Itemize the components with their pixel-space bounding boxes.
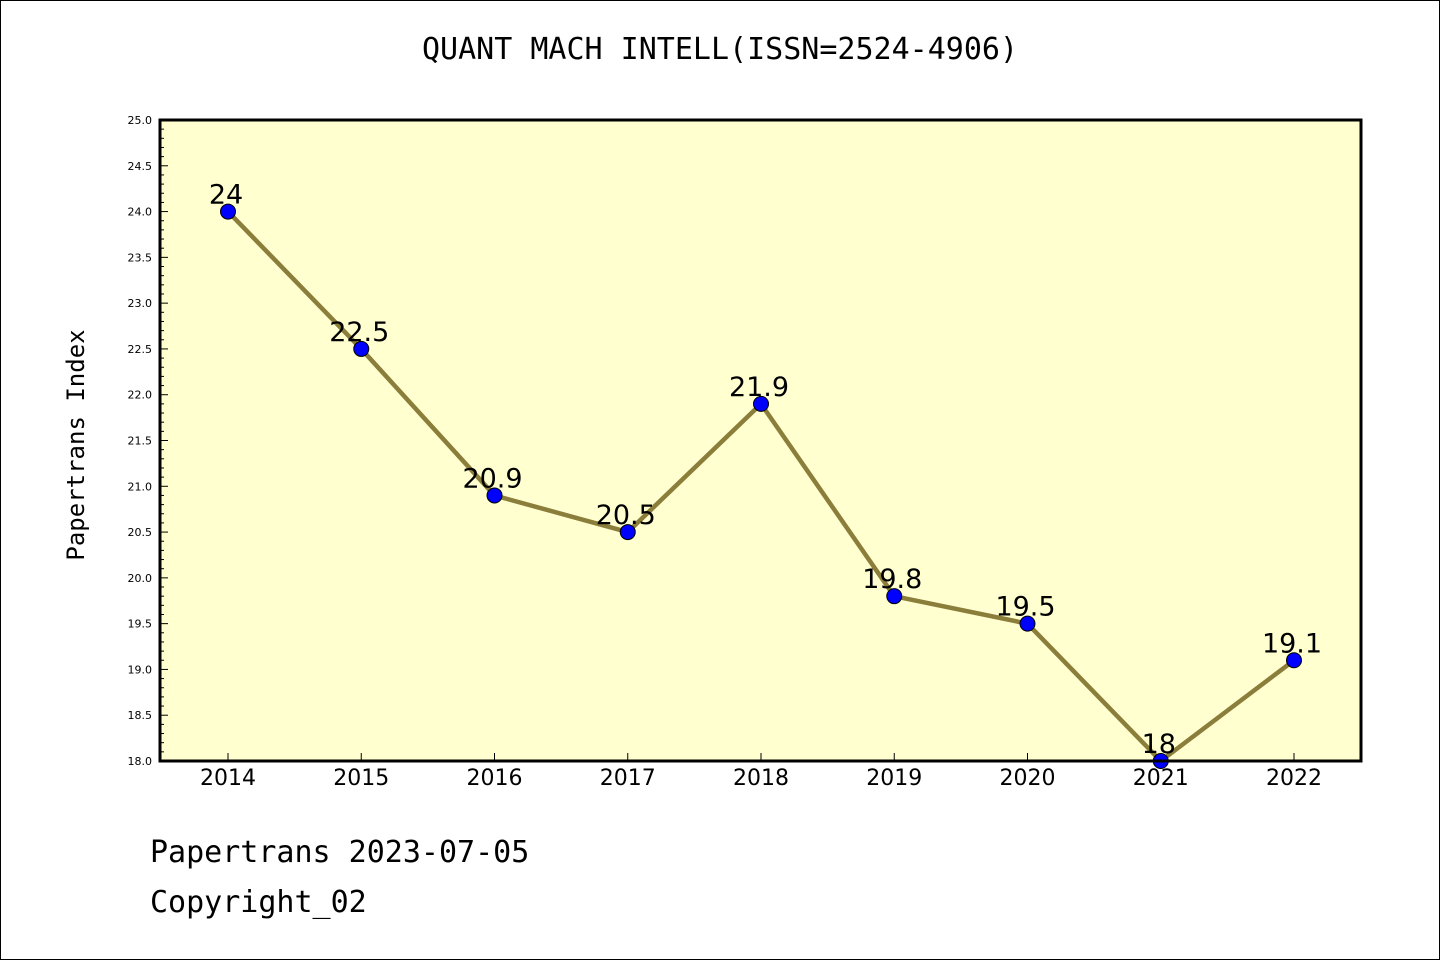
y-tick-label: 22.5 bbox=[128, 343, 153, 356]
data-label: 20.5 bbox=[596, 500, 656, 531]
data-label: 22.5 bbox=[329, 317, 389, 348]
y-tick-label: 24.5 bbox=[128, 160, 153, 173]
y-tick-label: 19.5 bbox=[128, 618, 153, 631]
x-tick-label: 2014 bbox=[200, 766, 256, 791]
y-tick-label: 21.0 bbox=[128, 480, 153, 493]
y-tick-label: 22.0 bbox=[128, 389, 153, 402]
data-label: 24 bbox=[209, 180, 243, 211]
data-label: 19.5 bbox=[995, 592, 1055, 623]
x-tick-label: 2022 bbox=[1266, 766, 1322, 791]
x-tick-label: 2016 bbox=[467, 766, 523, 791]
chart-title: QUANT MACH INTELL(ISSN=2524-4906) bbox=[421, 32, 1019, 67]
data-point bbox=[1286, 652, 1302, 669]
x-tick-label: 2020 bbox=[1000, 766, 1056, 791]
data-label: 19.1 bbox=[1262, 628, 1322, 659]
y-tick-label: 23.5 bbox=[128, 251, 153, 264]
plot-border bbox=[158, 118, 1363, 763]
data-label: 18 bbox=[1142, 729, 1176, 760]
data-point bbox=[353, 340, 370, 357]
y-tick-label: 24.0 bbox=[128, 206, 153, 219]
footer-copyright: Copyright_02 bbox=[150, 885, 367, 920]
data-point bbox=[886, 588, 903, 605]
y-tick-label: 23.0 bbox=[128, 297, 153, 310]
data-label: 19.8 bbox=[862, 564, 922, 595]
y-tick-label: 25.0 bbox=[128, 114, 153, 127]
y-tick-label: 20.0 bbox=[128, 572, 153, 585]
x-tick-label: 2018 bbox=[733, 766, 789, 791]
data-point bbox=[1019, 615, 1036, 632]
x-tick-label: 2017 bbox=[600, 766, 656, 791]
y-tick-label: 21.5 bbox=[128, 435, 153, 448]
x-tick-label: 2015 bbox=[333, 766, 389, 791]
y-tick-label: 18.5 bbox=[128, 709, 153, 722]
data-point bbox=[753, 395, 769, 412]
footer-date: Papertrans 2023-07-05 bbox=[150, 835, 530, 870]
y-tick-label: 19.0 bbox=[128, 663, 153, 676]
data-point bbox=[486, 487, 503, 504]
data-label: 20.9 bbox=[462, 463, 522, 494]
y-tick-label: 20.5 bbox=[128, 526, 153, 539]
x-tick-label: 2019 bbox=[866, 766, 922, 791]
plot-area bbox=[160, 120, 1361, 761]
data-point bbox=[619, 524, 636, 541]
data-point bbox=[220, 203, 236, 220]
y-tick-label: 18.0 bbox=[128, 755, 153, 768]
data-label: 21.9 bbox=[729, 372, 789, 403]
x-tick-label: 2021 bbox=[1133, 766, 1189, 791]
